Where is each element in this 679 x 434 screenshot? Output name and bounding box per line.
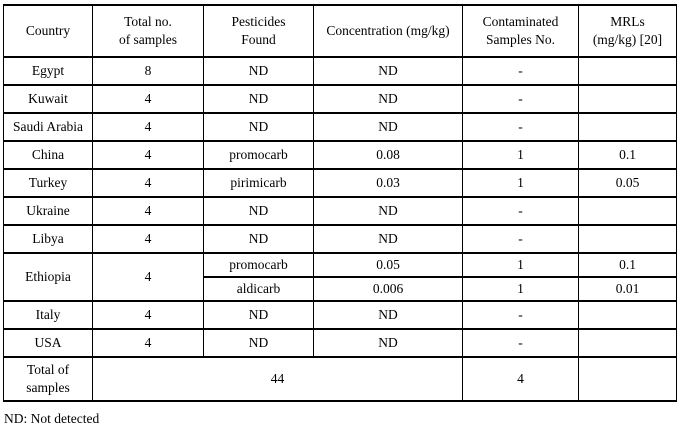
cell-concentration: 0.05 bbox=[313, 252, 463, 278]
cell-mrl: 0.01 bbox=[578, 276, 677, 302]
cell-contaminated: - bbox=[462, 196, 579, 226]
cell-pesticide: ND bbox=[203, 84, 314, 114]
cell-country: Kuwait bbox=[3, 84, 93, 114]
table-row-kuwait: Kuwait 4 ND ND - bbox=[3, 84, 677, 114]
cell-mrl: 0.1 bbox=[578, 252, 677, 278]
cell-mrl bbox=[578, 56, 677, 86]
cell-total-samples: 4 bbox=[92, 196, 204, 226]
table-row-ethiopia-1: Ethiopia 4 promocarb 0.05 1 0.1 bbox=[3, 252, 677, 302]
cell-concentration: ND bbox=[313, 300, 463, 330]
cell-mrl bbox=[578, 224, 677, 254]
cell-pesticide: promocarb bbox=[203, 140, 314, 170]
summary-total-samples: 44 bbox=[92, 356, 463, 402]
cell-mrl: 0.1 bbox=[578, 140, 677, 170]
cell-concentration: ND bbox=[313, 84, 463, 114]
cell-total-samples: 8 bbox=[92, 56, 204, 86]
cell-pesticide: ND bbox=[203, 224, 314, 254]
summary-label: Total of samples bbox=[3, 356, 93, 402]
cell-total-samples: 4 bbox=[92, 168, 204, 198]
header-country: Country bbox=[3, 4, 93, 58]
cell-concentration: ND bbox=[313, 328, 463, 358]
cell-contaminated: - bbox=[462, 224, 579, 254]
cell-concentration: ND bbox=[313, 56, 463, 86]
table-row-libya: Libya 4 ND ND - bbox=[3, 224, 677, 254]
cell-mrl: 0.05 bbox=[578, 168, 677, 198]
header-mrls: MRLs (mg/kg) [20] bbox=[578, 4, 677, 58]
cell-country: Libya bbox=[3, 224, 93, 254]
table-row-usa: USA 4 ND ND - bbox=[3, 328, 677, 358]
header-row: Country Total no. of samples Pesticides … bbox=[3, 4, 677, 58]
cell-contaminated: - bbox=[462, 300, 579, 330]
cell-mrl bbox=[578, 84, 677, 114]
cell-country: Italy bbox=[3, 300, 93, 330]
cell-mrl bbox=[578, 328, 677, 358]
summary-contaminated: 4 bbox=[462, 356, 579, 402]
cell-contaminated: 1 bbox=[462, 252, 579, 278]
cell-concentration: 0.006 bbox=[313, 276, 463, 302]
header-total-samples: Total no. of samples bbox=[92, 4, 204, 58]
summary-row: Total of samples 44 4 bbox=[3, 356, 677, 402]
cell-concentration: 0.03 bbox=[313, 168, 463, 198]
table-row-italy: Italy 4 ND ND - bbox=[3, 300, 677, 330]
cell-country: Ethiopia bbox=[3, 252, 93, 302]
cell-country: China bbox=[3, 140, 93, 170]
cell-pesticide: promocarb bbox=[203, 252, 314, 278]
cell-total-samples: 4 bbox=[92, 224, 204, 254]
cell-contaminated: 1 bbox=[462, 276, 579, 302]
table-row-ethiopia-2: aldicarb 0.006 1 0.01 bbox=[4, 276, 677, 302]
pesticide-residues-table: Country Total no. of samples Pesticides … bbox=[3, 4, 677, 402]
cell-contaminated: - bbox=[462, 328, 579, 358]
cell-mrl bbox=[578, 196, 677, 226]
cell-mrl bbox=[578, 112, 677, 142]
cell-contaminated: 1 bbox=[462, 168, 579, 198]
summary-mrl bbox=[578, 356, 677, 402]
cell-concentration: ND bbox=[313, 112, 463, 142]
cell-total-samples: 4 bbox=[92, 252, 204, 302]
table-row-saudi-arabia: Saudi Arabia 4 ND ND - bbox=[3, 112, 677, 142]
cell-country: Ukraine bbox=[3, 196, 93, 226]
cell-country: Egypt bbox=[3, 56, 93, 86]
cell-mrl bbox=[578, 300, 677, 330]
cell-pesticide: ND bbox=[203, 112, 314, 142]
cell-concentration: ND bbox=[313, 196, 463, 226]
cell-contaminated: - bbox=[462, 84, 579, 114]
table-row-egypt: Egypt 8 ND ND - bbox=[3, 56, 677, 86]
table-row-turkey: Turkey 4 pirimicarb 0.03 1 0.05 bbox=[3, 168, 677, 198]
cell-contaminated: 1 bbox=[462, 140, 579, 170]
table-row-ukraine: Ukraine 4 ND ND - bbox=[3, 196, 677, 226]
cell-total-samples: 4 bbox=[92, 300, 204, 330]
cell-concentration: 0.08 bbox=[313, 140, 463, 170]
cell-total-samples: 4 bbox=[92, 84, 204, 114]
header-pesticides: Pesticides Found bbox=[203, 4, 314, 58]
cell-country: Turkey bbox=[3, 168, 93, 198]
cell-country: Saudi Arabia bbox=[3, 112, 93, 142]
footnote-nd-definition: ND: Not detected bbox=[4, 411, 100, 426]
cell-pesticide: ND bbox=[203, 56, 314, 86]
cell-pesticide: ND bbox=[203, 300, 314, 330]
cell-contaminated: - bbox=[462, 112, 579, 142]
cell-country: USA bbox=[3, 328, 93, 358]
table-row-china: China 4 promocarb 0.08 1 0.1 bbox=[3, 140, 677, 170]
header-concentration: Concentration (mg/kg) bbox=[313, 4, 463, 58]
cell-pesticide: aldicarb bbox=[203, 276, 314, 302]
cell-pesticide: ND bbox=[203, 328, 314, 358]
header-contaminated: Contaminated Samples No. bbox=[462, 4, 579, 58]
cell-total-samples: 4 bbox=[92, 112, 204, 142]
cell-total-samples: 4 bbox=[92, 328, 204, 358]
cell-concentration: ND bbox=[313, 224, 463, 254]
cell-pesticide: ND bbox=[203, 196, 314, 226]
cell-total-samples: 4 bbox=[92, 140, 204, 170]
cell-pesticide: pirimicarb bbox=[203, 168, 314, 198]
cell-contaminated: - bbox=[462, 56, 579, 86]
